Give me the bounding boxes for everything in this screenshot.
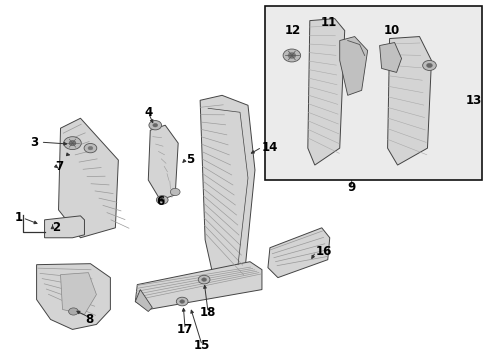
Circle shape [63,137,81,150]
Circle shape [176,297,188,306]
Text: 14: 14 [262,141,278,154]
Text: 17: 17 [177,323,193,336]
Text: 2: 2 [52,221,61,234]
Circle shape [198,275,209,284]
Polygon shape [61,273,96,315]
Circle shape [69,141,76,146]
Circle shape [68,308,78,315]
Text: 13: 13 [465,94,481,107]
Text: 1: 1 [15,211,22,224]
Text: 5: 5 [186,153,194,166]
Circle shape [84,144,97,153]
Text: 15: 15 [194,339,210,352]
Polygon shape [379,42,401,72]
Circle shape [283,49,300,62]
Polygon shape [200,95,254,285]
Polygon shape [44,216,84,238]
Text: 6: 6 [156,195,164,208]
Polygon shape [387,37,430,165]
Circle shape [170,188,180,195]
FancyBboxPatch shape [264,6,481,180]
Polygon shape [59,118,118,238]
Polygon shape [148,125,178,200]
Text: 16: 16 [315,245,331,258]
Text: 8: 8 [85,313,93,326]
Circle shape [160,198,164,202]
Text: 4: 4 [144,106,152,119]
Text: 10: 10 [383,24,399,37]
Text: 11: 11 [320,16,336,29]
Polygon shape [267,228,329,278]
Circle shape [422,60,435,71]
Text: 9: 9 [347,181,355,194]
Circle shape [180,300,184,303]
Polygon shape [135,289,152,311]
Text: 3: 3 [30,136,39,149]
Circle shape [156,195,168,204]
Polygon shape [37,264,110,329]
Polygon shape [307,19,344,165]
Circle shape [88,146,93,150]
Text: 12: 12 [284,24,301,37]
Circle shape [153,123,157,127]
Circle shape [287,53,295,58]
Circle shape [426,63,431,68]
Polygon shape [135,262,262,310]
Polygon shape [339,37,367,95]
Text: 7: 7 [56,159,63,172]
Circle shape [201,278,206,282]
Text: 18: 18 [200,306,216,319]
Circle shape [149,121,161,130]
